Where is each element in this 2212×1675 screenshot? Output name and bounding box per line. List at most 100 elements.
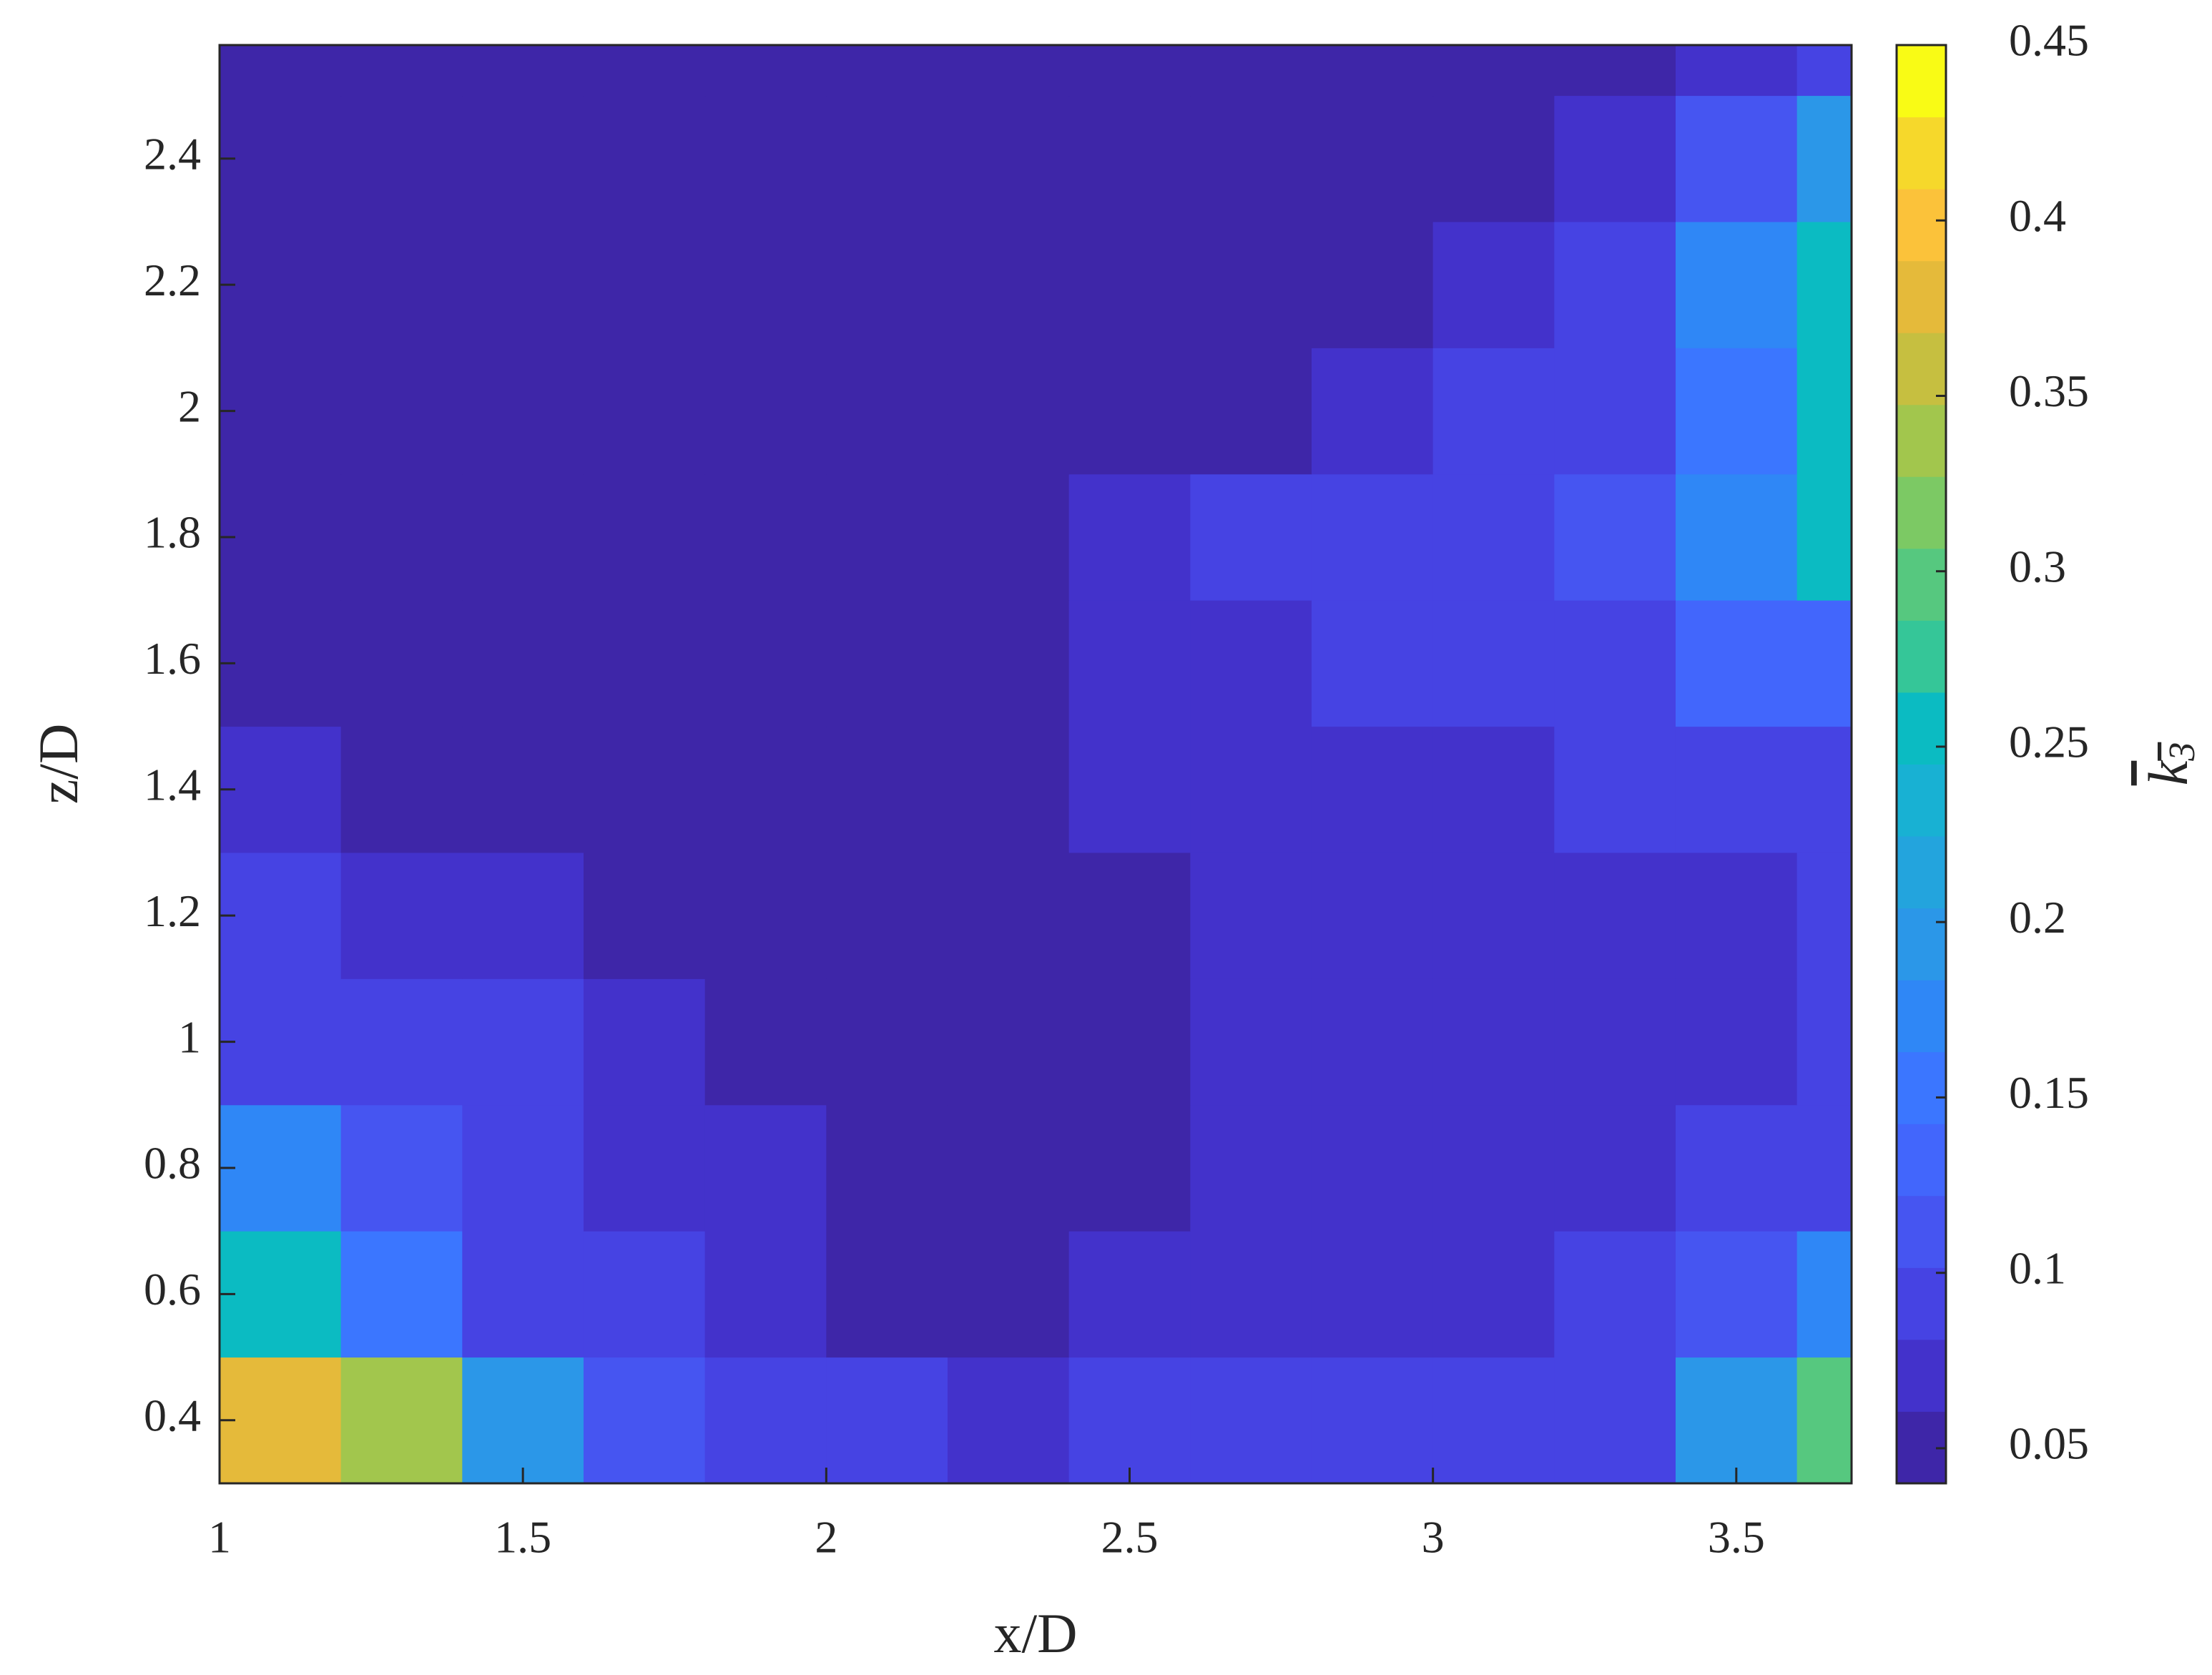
contour-cell (340, 1357, 463, 1483)
contour-cell (947, 45, 1070, 97)
contour-cell (1190, 852, 1312, 979)
contour-cell (1311, 978, 1434, 1106)
y-tick-label: 1 (178, 1011, 201, 1062)
contour-cell (826, 726, 948, 853)
contour-cell (340, 726, 463, 853)
x-tick-label: 3.5 (1708, 1512, 1765, 1563)
colorbar-tick-label: 0.2 (2009, 892, 2066, 943)
contour-cell (462, 348, 584, 475)
contour-cell (1068, 473, 1191, 601)
contour-cell (1068, 45, 1191, 97)
contour-cell (1311, 1104, 1434, 1232)
contour-cell (1675, 978, 1798, 1106)
contour-cell (947, 852, 1070, 979)
contour-cell (826, 600, 948, 727)
contour-cell (1796, 45, 1852, 97)
colorbar-band (1897, 692, 1946, 765)
contour-cell (220, 221, 342, 348)
contour-cell (1554, 726, 1676, 853)
contour-cell (1190, 978, 1312, 1106)
colorbar-band (1897, 620, 1946, 693)
contour-cell (1068, 1231, 1191, 1358)
contour-cell (583, 348, 706, 475)
contour-cell (462, 600, 584, 727)
contour-cell (462, 95, 584, 222)
contour-cell (583, 726, 706, 853)
contour-cell (1432, 95, 1555, 222)
plot-frame (218, 44, 1853, 1485)
contour-cell (340, 600, 463, 727)
contour-cell (340, 852, 463, 979)
colorbar-band (1897, 1195, 1946, 1268)
contour-cell (1432, 1231, 1555, 1358)
contour-cell (1675, 348, 1798, 475)
contour-cell (1311, 1357, 1434, 1483)
colorbar-band (1897, 333, 1946, 406)
contour-cell (1432, 221, 1555, 348)
contour-cell (704, 473, 827, 601)
contour-cell (583, 600, 706, 727)
contour-cell (583, 852, 706, 979)
contour-cell (1554, 600, 1676, 727)
contour-cell (583, 978, 706, 1106)
contour-cell (1554, 1231, 1676, 1358)
contour-cell (340, 45, 463, 97)
contour-cell (1311, 348, 1434, 475)
contour-cell (1796, 95, 1852, 222)
contour-cell (1190, 473, 1312, 601)
contour-cell (1675, 600, 1798, 727)
contour-cell (220, 978, 342, 1106)
contour-cell (1432, 978, 1555, 1106)
contour-cell (1190, 45, 1312, 97)
contour-cell (826, 1104, 948, 1232)
colorbar-tick-label: 0.1 (2009, 1242, 2066, 1293)
colorbar-tick-label: 0.35 (2009, 365, 2089, 416)
colorbar-band (1897, 548, 1946, 621)
contour-cell (947, 1357, 1070, 1483)
contour-cell (1068, 1104, 1191, 1232)
contour-cell (1796, 348, 1852, 475)
colorbar-symbol: k (2137, 760, 2199, 785)
contour-cell (583, 1357, 706, 1483)
contour-cell (340, 473, 463, 601)
contour-cell (1068, 221, 1191, 348)
y-tick-label: 0.8 (144, 1138, 201, 1189)
colorbar-subscript: 3 (2162, 742, 2203, 762)
contour-cell (826, 348, 948, 475)
contour-cell (1190, 1231, 1312, 1358)
contour-cell (1554, 221, 1676, 348)
contour-cell (220, 726, 342, 853)
contour-cell (1311, 221, 1434, 348)
contour-cell (1311, 473, 1434, 601)
contour-cell (1068, 348, 1191, 475)
contour-cell (1554, 1104, 1676, 1232)
contour-cell (1190, 348, 1312, 475)
contour-cell (1796, 473, 1852, 601)
colorbar-band (1897, 764, 1946, 837)
contour-cell (704, 1357, 827, 1483)
contour-cell (826, 1357, 948, 1483)
contour-cell (1190, 1104, 1312, 1232)
contour-cell (1675, 1357, 1798, 1483)
colorbar-tick-label: 0.3 (2009, 541, 2066, 591)
contour-field (220, 45, 1852, 1483)
contour-cell (462, 473, 584, 601)
contour-cell (704, 1231, 827, 1358)
contour-cell (1190, 95, 1312, 222)
colorbar-band (1897, 260, 1946, 333)
x-tick-label: 1.5 (494, 1512, 551, 1563)
contour-cell (947, 1231, 1070, 1358)
contour-cell (1432, 852, 1555, 979)
contour-cell (462, 1104, 584, 1232)
y-tick-label: 1.6 (144, 633, 201, 684)
contour-cell (1190, 726, 1312, 853)
contour-cell (340, 1104, 463, 1232)
contour-cell (462, 852, 584, 979)
contour-cell (462, 45, 584, 97)
contour-cell (1432, 600, 1555, 727)
contour-cell (1554, 473, 1676, 601)
colorbar-band (1897, 117, 1946, 190)
contour-cell (1068, 600, 1191, 727)
contour-cell (1796, 726, 1852, 853)
